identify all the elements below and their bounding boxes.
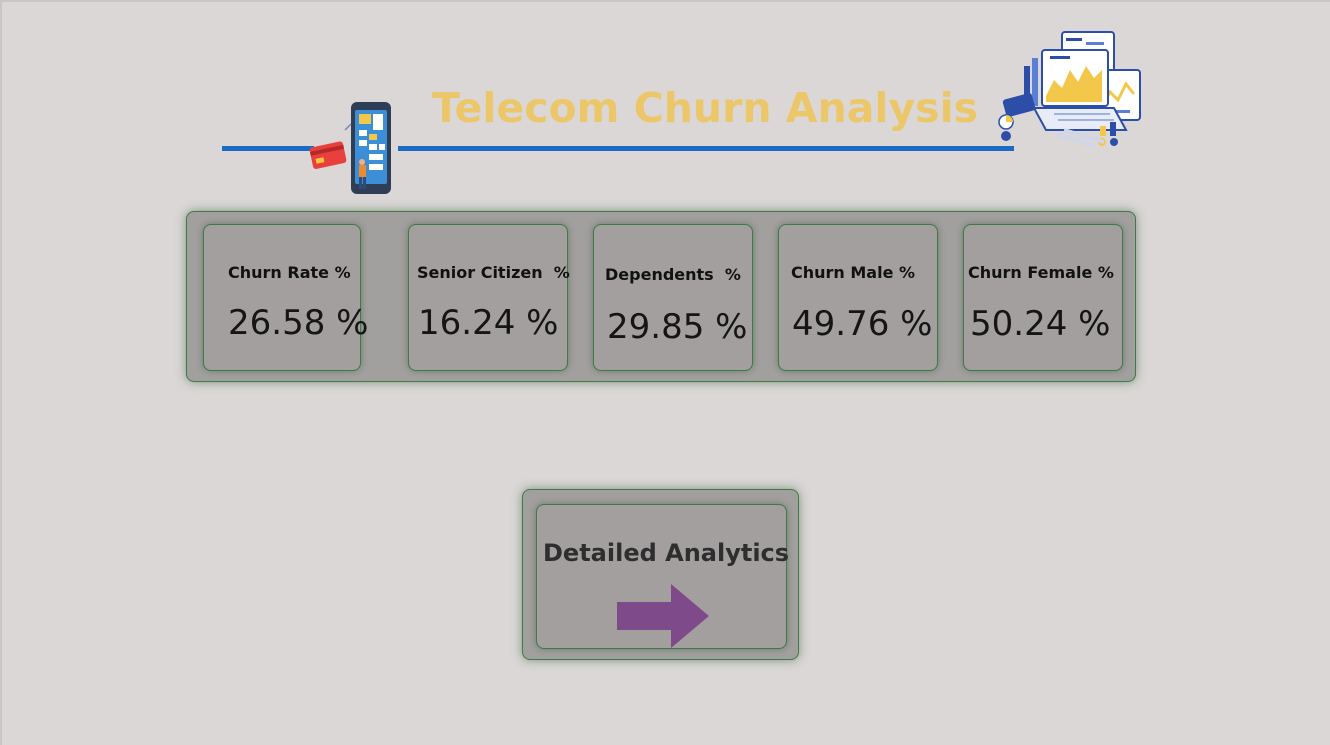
header-rule-right — [398, 146, 1014, 151]
right-arrow-icon — [617, 584, 709, 648]
header-rule-left — [222, 146, 314, 151]
kpi-card-senior-citizen: Senior Citizen % 16.24 % — [408, 224, 570, 371]
kpi-label: Senior Citizen % — [417, 263, 570, 282]
kpi-label: Churn Rate % — [228, 263, 351, 282]
kpi-label: Churn Male % — [791, 263, 916, 282]
window-frame-top — [0, 0, 1330, 2]
kpi-value: 50.24 % — [970, 304, 1111, 344]
detailed-analytics-panel: Detailed Analytics — [522, 489, 799, 660]
kpi-card-churn-rate: Churn Rate % 26.58 % — [203, 224, 368, 371]
kpi-label: Churn Female % — [968, 263, 1114, 282]
kpi-value: 16.24 % — [418, 303, 559, 343]
kpi-card-churn-male: Churn Male % 49.76 % — [778, 224, 938, 371]
kpi-card-dependents: Dependents % 29.85 % — [593, 224, 753, 371]
mobile-payment-icon — [309, 102, 391, 194]
detailed-analytics-label: Detailed Analytics — [543, 539, 790, 567]
kpi-value: 29.85 % — [607, 307, 748, 347]
window-frame-left — [0, 0, 2, 745]
kpi-value: 49.76 % — [792, 304, 933, 344]
kpi-label: Dependents % — [605, 265, 741, 284]
kpi-panel: Churn Rate % 26.58 % Senior Citizen % 16… — [186, 211, 1136, 382]
detailed-analytics-button[interactable]: Detailed Analytics — [536, 504, 790, 649]
kpi-value: 26.58 % — [228, 303, 369, 343]
analytics-laptop-icon — [998, 31, 1141, 148]
kpi-card-churn-female: Churn Female % 50.24 % — [963, 224, 1123, 371]
page-title: Telecom Churn Analysis — [432, 84, 979, 132]
